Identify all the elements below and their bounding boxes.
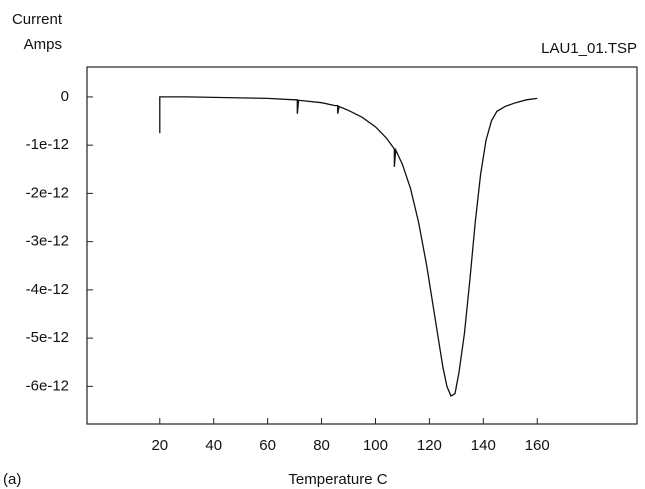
- y-tick-label: -3e-12: [26, 233, 69, 250]
- annotation: LAU1_01.TSP: [541, 40, 637, 57]
- x-tick-label: 100: [363, 437, 388, 454]
- y-tick-label: -6e-12: [26, 377, 69, 394]
- data-line: [159, 96, 538, 397]
- x-tick-label: 40: [205, 437, 222, 454]
- y-tick-label: 0: [61, 88, 69, 105]
- y-tick-label: -5e-12: [26, 329, 69, 346]
- y-axis-label: Amps: [24, 36, 62, 53]
- y-axis-label: Current: [12, 11, 63, 28]
- x-tick-label: 60: [259, 437, 276, 454]
- x-tick-label: 80: [313, 437, 330, 454]
- y-tick-label: -1e-12: [26, 136, 69, 153]
- x-tick-label: 140: [471, 437, 496, 454]
- x-axis-label: Temperature C: [288, 471, 387, 488]
- x-tick-label: 20: [151, 437, 168, 454]
- x-tick-label: 120: [417, 437, 442, 454]
- plot-frame: [86, 66, 638, 425]
- panel-label: (a): [3, 471, 21, 488]
- y-tick-label: -4e-12: [26, 281, 69, 298]
- x-tick-label: 160: [525, 437, 550, 454]
- y-tick-label: -2e-12: [26, 184, 69, 201]
